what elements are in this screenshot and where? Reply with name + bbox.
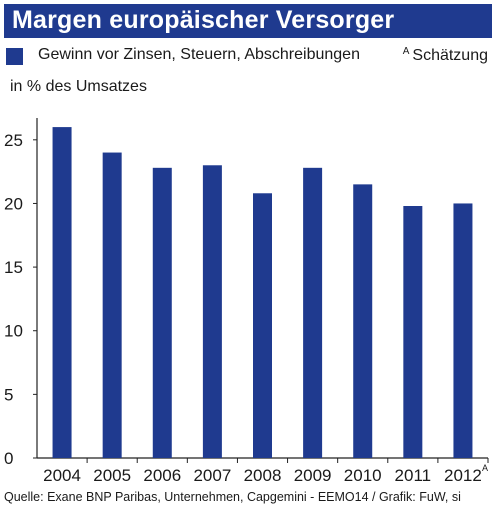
- x-tick-label-2010: 2010: [344, 466, 382, 485]
- source-line: Quelle: Exane BNP Paribas, Unternehmen, …: [4, 490, 461, 504]
- y-axis-unit-label: in % des Umsatzes: [10, 78, 147, 95]
- estimate-note: A Schätzung: [403, 46, 488, 65]
- bar-2004: [52, 127, 72, 458]
- x-tick-label-2011: 2011: [395, 466, 432, 485]
- bar-2006: [152, 167, 172, 458]
- bar-2010: [353, 184, 373, 458]
- x-tick-label-2009: 2009: [294, 466, 332, 485]
- bar-2011: [403, 206, 423, 458]
- y-tick-label: 0: [4, 449, 13, 468]
- legend-label: Gewinn vor Zinsen, Steuern, Abschreibung…: [38, 46, 360, 63]
- bar-2007: [202, 165, 222, 459]
- estimate-note-marker: A: [402, 46, 410, 57]
- y-tick-label: 25: [4, 131, 23, 150]
- y-tick-label: 20: [4, 194, 23, 213]
- x-tick-label-2004: 2004: [43, 466, 81, 485]
- x-tick-label-2008: 2008: [244, 466, 282, 485]
- bar-2009: [303, 167, 323, 458]
- title-bar: Margen europäischer Versorger: [4, 4, 492, 38]
- bar-2005: [102, 152, 122, 458]
- x-tick-label-2012: 2012: [444, 466, 482, 485]
- chart-title: Margen europäischer Versorger: [12, 6, 395, 34]
- y-tick-label: 10: [4, 322, 23, 341]
- estimate-note-label: Schätzung: [412, 47, 488, 64]
- legend-swatch: [6, 48, 23, 65]
- x-tick-label-2007: 2007: [193, 466, 231, 485]
- y-tick-label: 5: [4, 385, 13, 404]
- bar-2008: [253, 193, 272, 459]
- y-tick-label: 15: [4, 258, 23, 277]
- x-tick-estimate-mark: A: [482, 463, 488, 473]
- x-tick-label-2006: 2006: [143, 466, 181, 485]
- bar-2012: [453, 203, 473, 458]
- x-tick-label-2005: 2005: [93, 466, 131, 485]
